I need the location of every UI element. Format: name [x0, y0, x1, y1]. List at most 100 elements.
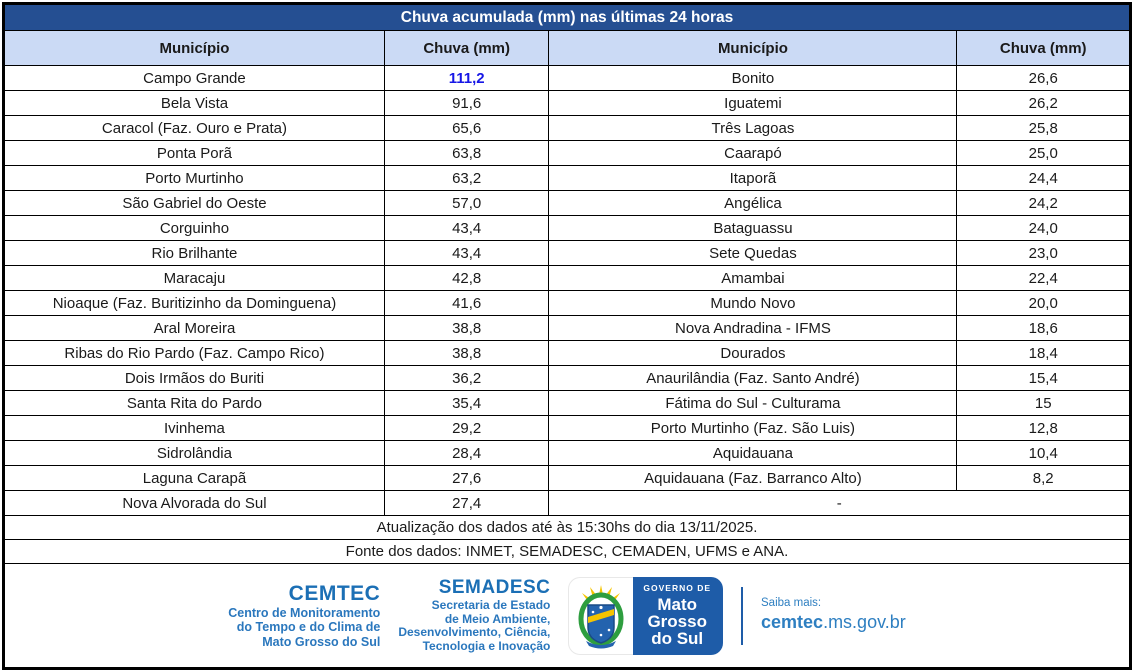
data-source-text: Fonte dos dados: INMET, SEMADESC, CEMADE…: [3, 539, 1131, 564]
rainfall-cell-right: 15: [956, 390, 1131, 416]
rainfall-value: 27,4: [452, 494, 482, 512]
column-header-municipio-right: Município: [548, 30, 958, 66]
rainfall-value: 28,4: [452, 444, 482, 462]
column-header-chuva-right: Chuva (mm): [956, 30, 1131, 66]
rainfall-cell-right: 22,4: [956, 265, 1131, 291]
municipality-cell-right: Aquidauana (Faz. Barranco Alto): [548, 465, 958, 491]
rainfall-value: 20,0: [1028, 294, 1058, 312]
header-row: Município Chuva (mm) Município Chuva (mm…: [3, 30, 1131, 66]
rainfall-cell-right: 8,2: [956, 465, 1131, 491]
rainfall-value: 65,6: [452, 119, 482, 137]
municipality-cell-left: Santa Rita do Pardo: [3, 390, 385, 416]
rainfall-value: 27,6: [452, 469, 482, 487]
rainfall-cell-left: 38,8: [383, 315, 550, 341]
rainfall-cell-right: 24,4: [956, 165, 1131, 191]
rainfall-value: 29,2: [452, 419, 482, 437]
title-row: Chuva acumulada (mm) nas últimas 24 hora…: [3, 3, 1131, 31]
rainfall-cell-left: 36,2: [383, 365, 550, 391]
cemtec-logo: CEMTEC Centro de Monitoramento do Tempo …: [228, 582, 380, 649]
municipality-cell-right: Dourados: [548, 340, 958, 366]
governo-ms-logo: GOVERNO DE Mato Grosso do Sul: [568, 576, 724, 655]
table-row: Ribas do Rio Pardo (Faz. Campo Rico) 38,…: [3, 340, 1131, 366]
rainfall-value: 91,6: [452, 94, 482, 112]
table-title: Chuva acumulada (mm) nas últimas 24 hora…: [3, 3, 1131, 31]
rainfall-value: 26,6: [1028, 69, 1058, 87]
rainfall-cell-left: 57,0: [383, 190, 550, 216]
cemtec-logo-title: CEMTEC: [288, 581, 381, 605]
municipality-cell-left: Laguna Carapã: [3, 465, 385, 491]
municipality-cell-left: Ribas do Rio Pardo (Faz. Campo Rico): [3, 340, 385, 366]
governo-label: GOVERNO DE: [643, 583, 712, 594]
table-row: Maracaju 42,8 Amambai 22,4: [3, 265, 1131, 291]
cemtec-desc-line: Centro de Monitoramento: [228, 606, 381, 620]
rainfall-value: 24,0: [1028, 219, 1058, 237]
table-row: Dois Irmãos do Buriti 36,2 Anaurilândia …: [3, 365, 1131, 391]
governo-line: Mato: [657, 594, 698, 614]
rainfall-cell-right: 12,8: [956, 415, 1131, 441]
rainfall-value: 18,6: [1028, 319, 1058, 337]
table-row: Campo Grande 111,2 Bonito 26,6: [3, 65, 1131, 91]
rainfall-value: 26,2: [1028, 94, 1058, 112]
municipality-cell-left: Bela Vista: [3, 90, 385, 116]
website-link-bold: cemtec: [761, 612, 824, 633]
rainfall-cell-left: 42,8: [383, 265, 550, 291]
municipality-cell-right: Mundo Novo: [548, 290, 958, 316]
table-row: Santa Rita do Pardo 35,4 Fátima do Sul -…: [3, 390, 1131, 416]
municipality-cell-right: Fátima do Sul - Culturama: [548, 390, 958, 416]
municipality-cell-left: Campo Grande: [3, 65, 385, 91]
municipality-cell-right: Nova Andradina - IFMS: [548, 315, 958, 341]
cemtec-desc-line: do Tempo e do Clima de: [236, 620, 381, 635]
semadesc-desc-line: Desenvolvimento, Ciência,: [398, 625, 551, 640]
rainfall-cell-left: 28,4: [383, 440, 550, 466]
rainfall-cell-left: 41,6: [383, 290, 550, 316]
municipality-cell-right: Amambai: [548, 265, 958, 291]
municipality-cell-right: Bonito: [548, 65, 958, 91]
update-timestamp-text: Atualização dos dados até às 15:30hs do …: [3, 515, 1131, 540]
rainfall-value: 41,6: [452, 294, 482, 312]
rainfall-value: 24,2: [1028, 194, 1058, 212]
table-row: Rio Brilhante 43,4 Sete Quedas 23,0: [3, 240, 1131, 266]
municipality-cell-right: Angélica: [548, 190, 958, 216]
rainfall-value: 23,0: [1028, 244, 1058, 262]
rainfall-cell-right: 24,2: [956, 190, 1131, 216]
rainfall-cell-left: 91,6: [383, 90, 550, 116]
table-row: Ivinhema 29,2 Porto Murtinho (Faz. São L…: [3, 415, 1131, 441]
semadesc-desc-line: Secretaria de Estado: [431, 597, 551, 612]
website-link-rest: .ms.gov.br: [823, 612, 906, 633]
table-row: São Gabriel do Oeste 57,0 Angélica 24,2: [3, 190, 1131, 216]
rainfall-cell-right: 25,0: [956, 140, 1131, 166]
cemtec-website-link[interactable]: cemtec.ms.gov.br: [761, 611, 906, 634]
rainfall-cell-right: 26,2: [956, 90, 1131, 116]
logo-strip: CEMTEC Centro de Monitoramento do Tempo …: [5, 568, 1129, 663]
rainfall-cell-right: 23,0: [956, 240, 1131, 266]
table-row: Nioaque (Faz. Buritizinho da Dominguena)…: [3, 290, 1131, 316]
rainfall-value: 42,8: [452, 269, 482, 287]
rainfall-cell-left: 63,2: [383, 165, 550, 191]
semadesc-logo: SEMADESC Secretaria de Estado de Meio Am…: [398, 577, 550, 654]
cemtec-desc-line: Mato Grosso do Sul: [262, 634, 381, 649]
municipality-cell-right: Porto Murtinho (Faz. São Luis): [548, 415, 958, 441]
rainfall-value: 8,2: [1032, 469, 1054, 487]
rainfall-value: 12,8: [1028, 419, 1058, 437]
ms-coat-of-arms-icon: [568, 576, 634, 655]
logo-band: CEMTEC Centro de Monitoramento do Tempo …: [3, 563, 1131, 669]
municipality-cell-left: São Gabriel do Oeste: [3, 190, 385, 216]
rainfall-cell-left: 43,4: [383, 240, 550, 266]
rainfall-cell-right: 18,6: [956, 315, 1131, 341]
rainfall-value: 25,0: [1028, 144, 1058, 162]
municipality-cell-right: Bataguassu: [548, 215, 958, 241]
column-header-chuva-left: Chuva (mm): [383, 30, 550, 66]
table-row: Bela Vista 91,6 Iguatemi 26,2: [3, 90, 1131, 116]
rainfall-value: 63,8: [452, 144, 482, 162]
table-row: Ponta Porã 63,8 Caarapó 25,0: [3, 140, 1131, 166]
rainfall-cell-right: 18,4: [956, 340, 1131, 366]
empty-station-cell: -: [548, 490, 1131, 516]
table-row: Laguna Carapã 27,6 Aquidauana (Faz. Barr…: [3, 465, 1131, 491]
rainfall-value: 111,2: [448, 69, 485, 87]
rainfall-value: 10,4: [1028, 444, 1058, 462]
municipality-cell-left: Dois Irmãos do Buriti: [3, 365, 385, 391]
semadesc-desc-line: Tecnologia e Inovação: [422, 639, 551, 654]
municipality-cell-right: Itaporã: [548, 165, 958, 191]
